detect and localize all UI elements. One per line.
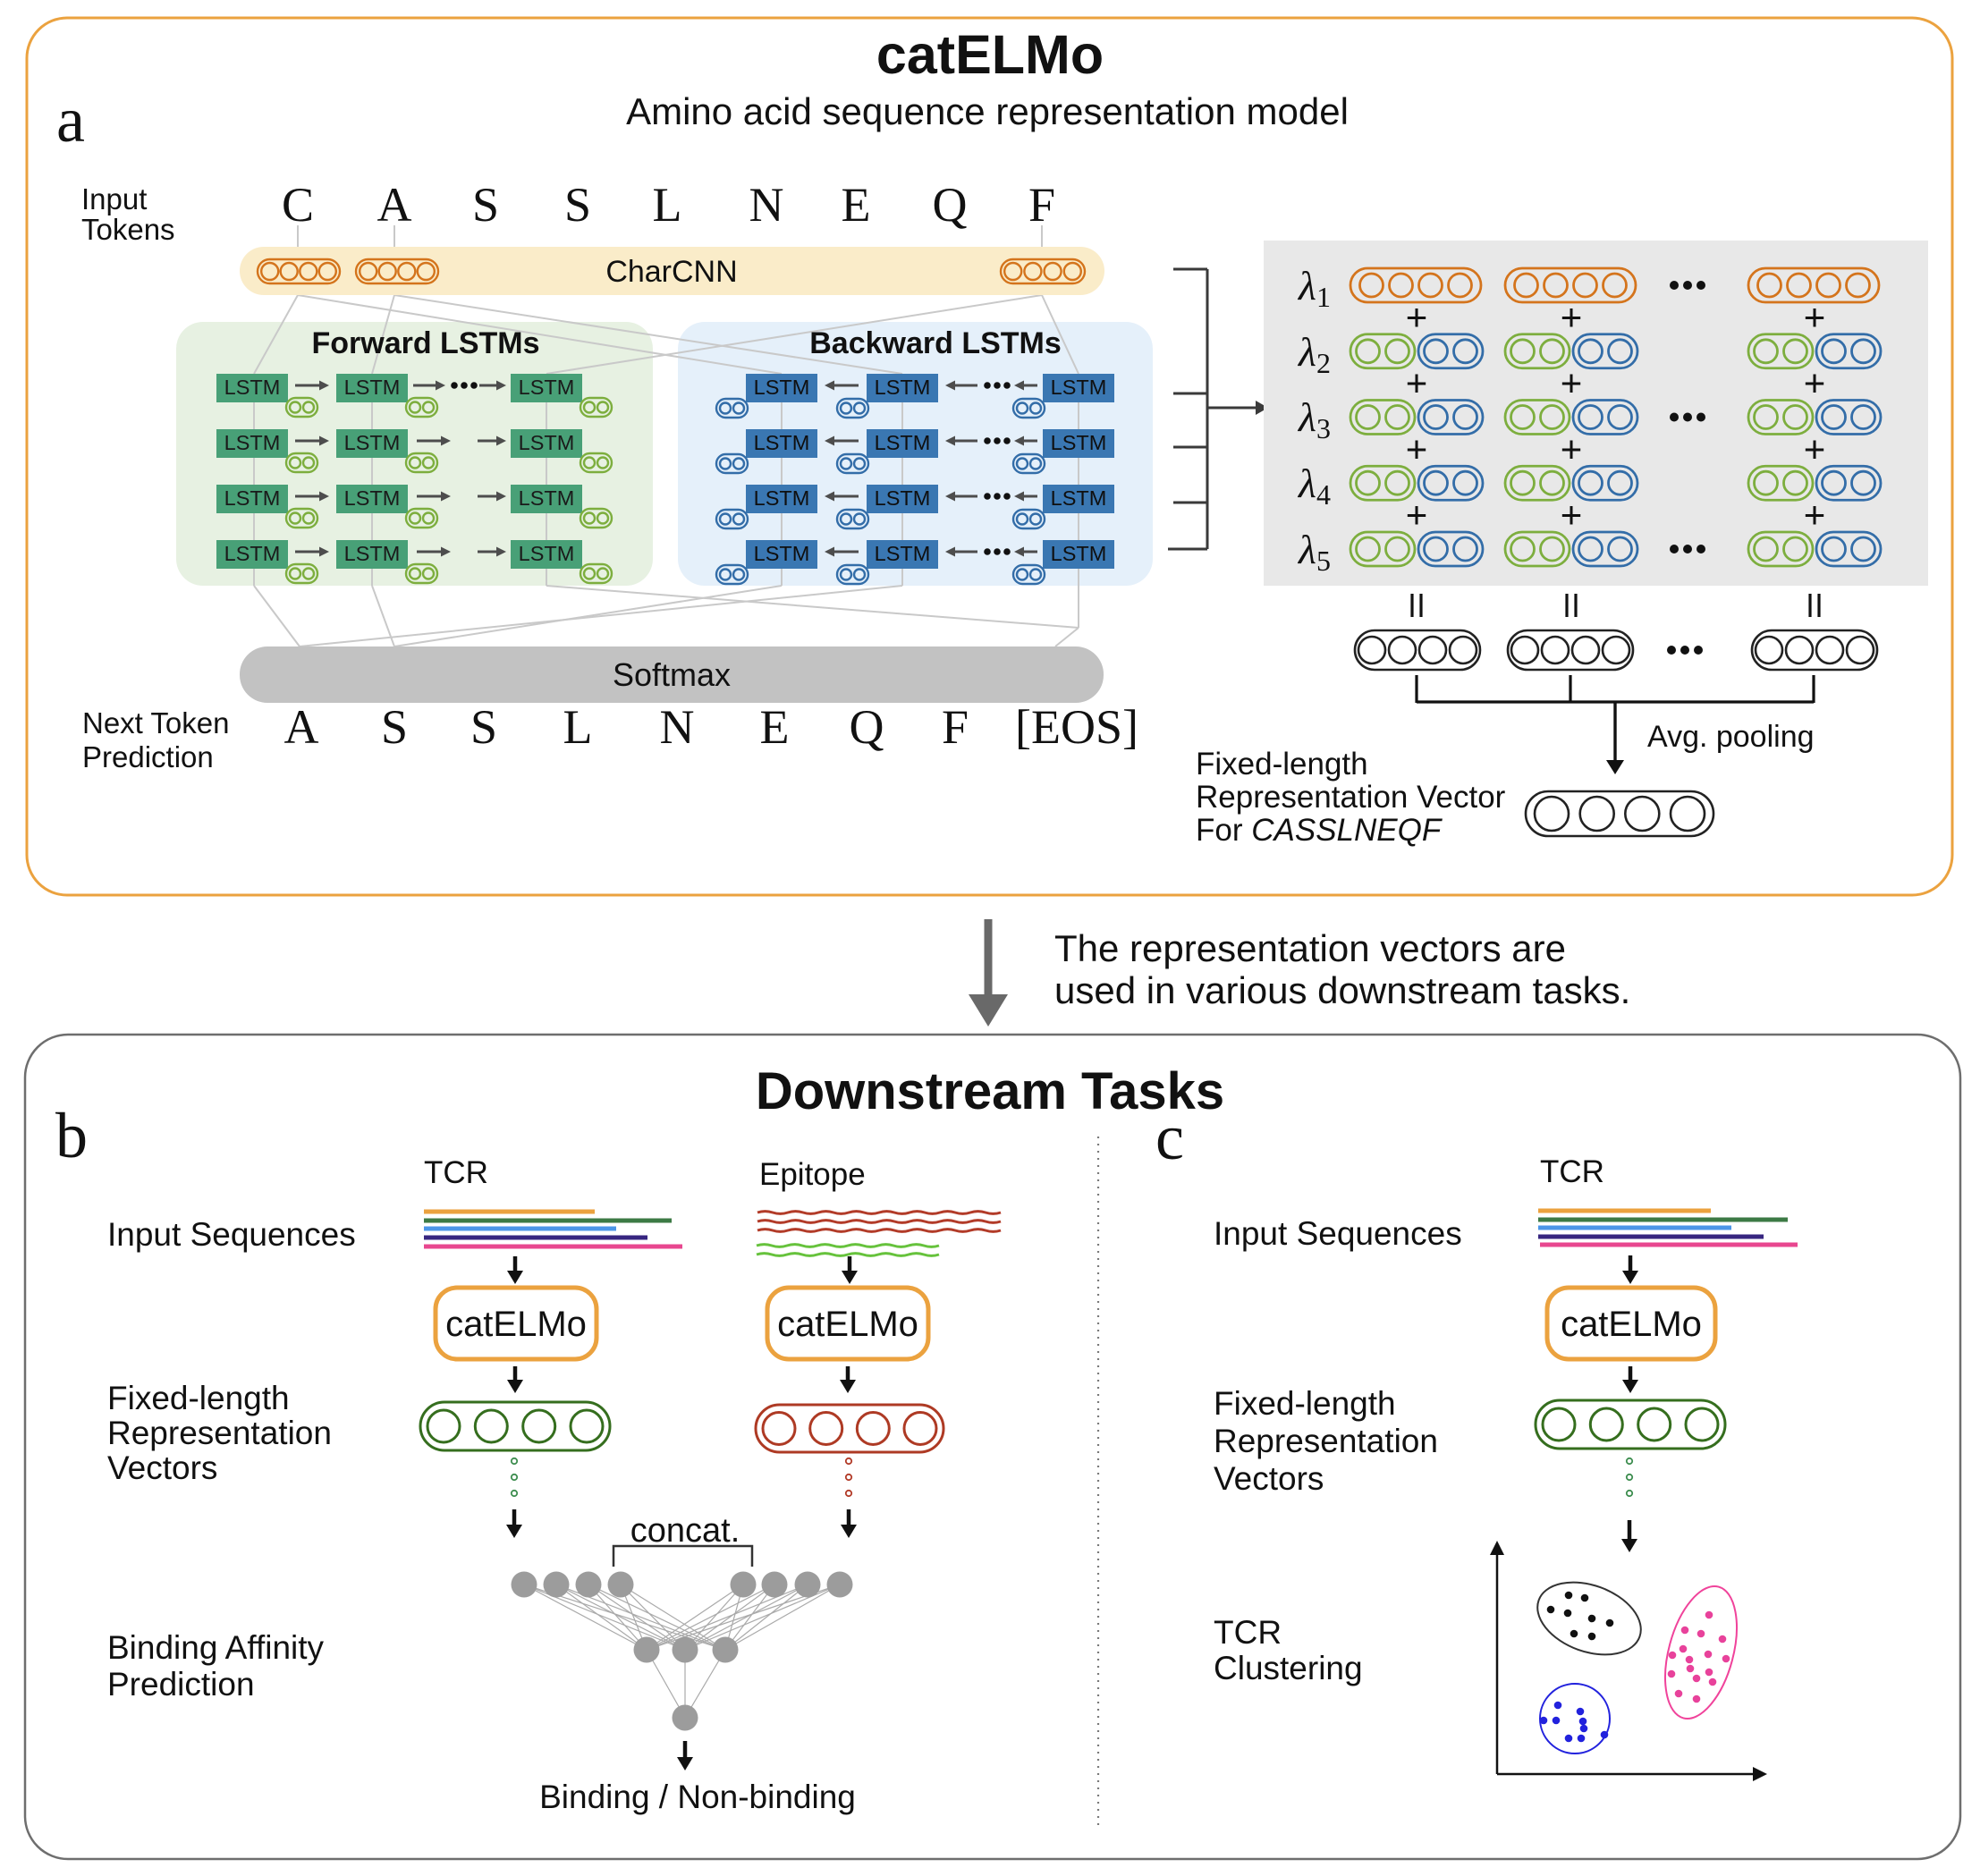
svg-text:Q: Q — [933, 178, 968, 232]
svg-text:λ4: λ4 — [1297, 461, 1331, 511]
svg-text:+: + — [1561, 494, 1583, 536]
svg-text:LSTM: LSTM — [1051, 376, 1107, 399]
svg-text:Epitope: Epitope — [759, 1157, 866, 1192]
svg-text:LSTM: LSTM — [519, 542, 575, 565]
svg-text:Clustering: Clustering — [1214, 1650, 1363, 1686]
svg-text:+: + — [1561, 427, 1583, 469]
svg-text:E: E — [842, 178, 871, 232]
svg-text:+: + — [1804, 494, 1826, 536]
svg-text:+: + — [1804, 362, 1826, 404]
svg-text:Avg. pooling: Avg. pooling — [1647, 720, 1815, 754]
svg-text:LSTM: LSTM — [224, 486, 281, 510]
svg-text:LSTM: LSTM — [875, 542, 931, 565]
svg-text:c: c — [1155, 1102, 1184, 1173]
svg-text:A: A — [377, 178, 412, 232]
svg-text:+: + — [1804, 296, 1826, 338]
svg-text:catELMo: catELMo — [445, 1305, 587, 1344]
svg-text:LSTM: LSTM — [344, 486, 401, 510]
svg-text:Forward LSTMs: Forward LSTMs — [311, 326, 539, 360]
svg-text:The representation vectors are: The representation vectors are — [1054, 927, 1566, 969]
svg-text:LSTM: LSTM — [224, 431, 281, 454]
svg-text:+: + — [1406, 427, 1428, 469]
svg-text:Binding / Non-binding: Binding / Non-binding — [539, 1779, 856, 1815]
svg-text:L: L — [653, 178, 682, 232]
svg-text:Next Token: Next Token — [82, 706, 229, 739]
svg-text:+: + — [1561, 362, 1583, 404]
svg-text:used in various downstream tas: used in various downstream tasks. — [1054, 969, 1630, 1011]
svg-text:Softmax: Softmax — [613, 656, 731, 693]
svg-text:LSTM: LSTM — [875, 431, 931, 454]
svg-text:Input Sequences: Input Sequences — [107, 1216, 356, 1253]
svg-text:F: F — [942, 700, 969, 754]
svg-text:Tokens: Tokens — [81, 213, 175, 246]
svg-text:catELMo: catELMo — [1561, 1305, 1702, 1344]
svg-text:N: N — [749, 178, 784, 232]
svg-text:E: E — [760, 700, 790, 754]
svg-text:TCR: TCR — [424, 1155, 488, 1190]
svg-text:Input Sequences: Input Sequences — [1214, 1215, 1462, 1252]
svg-text:LSTM: LSTM — [1051, 486, 1107, 510]
svg-text:A: A — [284, 700, 319, 754]
svg-text:Amino acid sequence representa: Amino acid sequence representation model — [626, 90, 1349, 132]
svg-text:Fixed-length: Fixed-length — [1214, 1385, 1396, 1422]
svg-text:+: + — [1406, 362, 1428, 404]
svg-text:LSTM: LSTM — [1051, 542, 1107, 565]
svg-text:+: + — [1406, 296, 1428, 338]
svg-text:LSTM: LSTM — [754, 542, 810, 565]
svg-text:LSTM: LSTM — [344, 431, 401, 454]
svg-text:S: S — [470, 700, 497, 754]
svg-text:Q: Q — [850, 700, 884, 754]
svg-text:Fixed-length: Fixed-length — [107, 1380, 290, 1416]
svg-text:Backward LSTMs: Backward LSTMs — [809, 326, 1062, 360]
svg-text:Binding Affinity: Binding Affinity — [107, 1629, 325, 1666]
svg-text:LSTM: LSTM — [754, 376, 810, 399]
svg-text:Vectors: Vectors — [1214, 1460, 1324, 1497]
svg-text:LSTM: LSTM — [519, 376, 575, 399]
svg-text:Input: Input — [81, 182, 147, 215]
svg-text:L: L — [563, 700, 593, 754]
svg-text:[EOS]: [EOS] — [1015, 700, 1138, 754]
svg-text:LSTM: LSTM — [224, 376, 281, 399]
svg-text:Vectors: Vectors — [107, 1449, 217, 1486]
svg-text:LSTM: LSTM — [754, 486, 810, 510]
svg-text:+: + — [1406, 494, 1428, 536]
svg-text:+: + — [1561, 296, 1583, 338]
svg-text:concat.: concat. — [630, 1512, 740, 1550]
svg-text:LSTM: LSTM — [875, 486, 931, 510]
svg-text:LSTM: LSTM — [519, 431, 575, 454]
svg-text:Representation: Representation — [107, 1415, 332, 1451]
svg-text:a: a — [56, 84, 85, 156]
svg-text:+: + — [1804, 427, 1826, 469]
svg-text:N: N — [660, 700, 695, 754]
svg-text:For CASSLNEQF: For CASSLNEQF — [1196, 813, 1443, 848]
svg-text:Fixed-length: Fixed-length — [1196, 747, 1368, 782]
svg-text:LSTM: LSTM — [519, 486, 575, 510]
svg-text:Prediction: Prediction — [82, 740, 214, 773]
svg-text:S: S — [564, 178, 591, 232]
svg-text:S: S — [472, 178, 499, 232]
svg-text:Downstream Tasks: Downstream Tasks — [756, 1062, 1224, 1120]
svg-text:TCR: TCR — [1540, 1154, 1604, 1189]
svg-text:Representation: Representation — [1214, 1423, 1438, 1459]
svg-text:b: b — [55, 1100, 88, 1171]
svg-text:S: S — [381, 700, 408, 754]
svg-text:C: C — [282, 178, 314, 232]
svg-text:TCR: TCR — [1214, 1614, 1282, 1651]
svg-text:LSTM: LSTM — [875, 376, 931, 399]
svg-text:LSTM: LSTM — [1051, 431, 1107, 454]
svg-text:LSTM: LSTM — [344, 542, 401, 565]
svg-text:Representation Vector: Representation Vector — [1196, 780, 1506, 815]
svg-text:catELMo: catELMo — [876, 24, 1104, 85]
svg-text:catELMo: catELMo — [777, 1305, 918, 1344]
svg-text:LSTM: LSTM — [224, 542, 281, 565]
svg-text:LSTM: LSTM — [344, 376, 401, 399]
svg-text:LSTM: LSTM — [754, 431, 810, 454]
svg-text:CharCNN: CharCNN — [605, 255, 737, 289]
svg-text:Prediction: Prediction — [107, 1666, 255, 1703]
svg-text:F: F — [1028, 178, 1055, 232]
